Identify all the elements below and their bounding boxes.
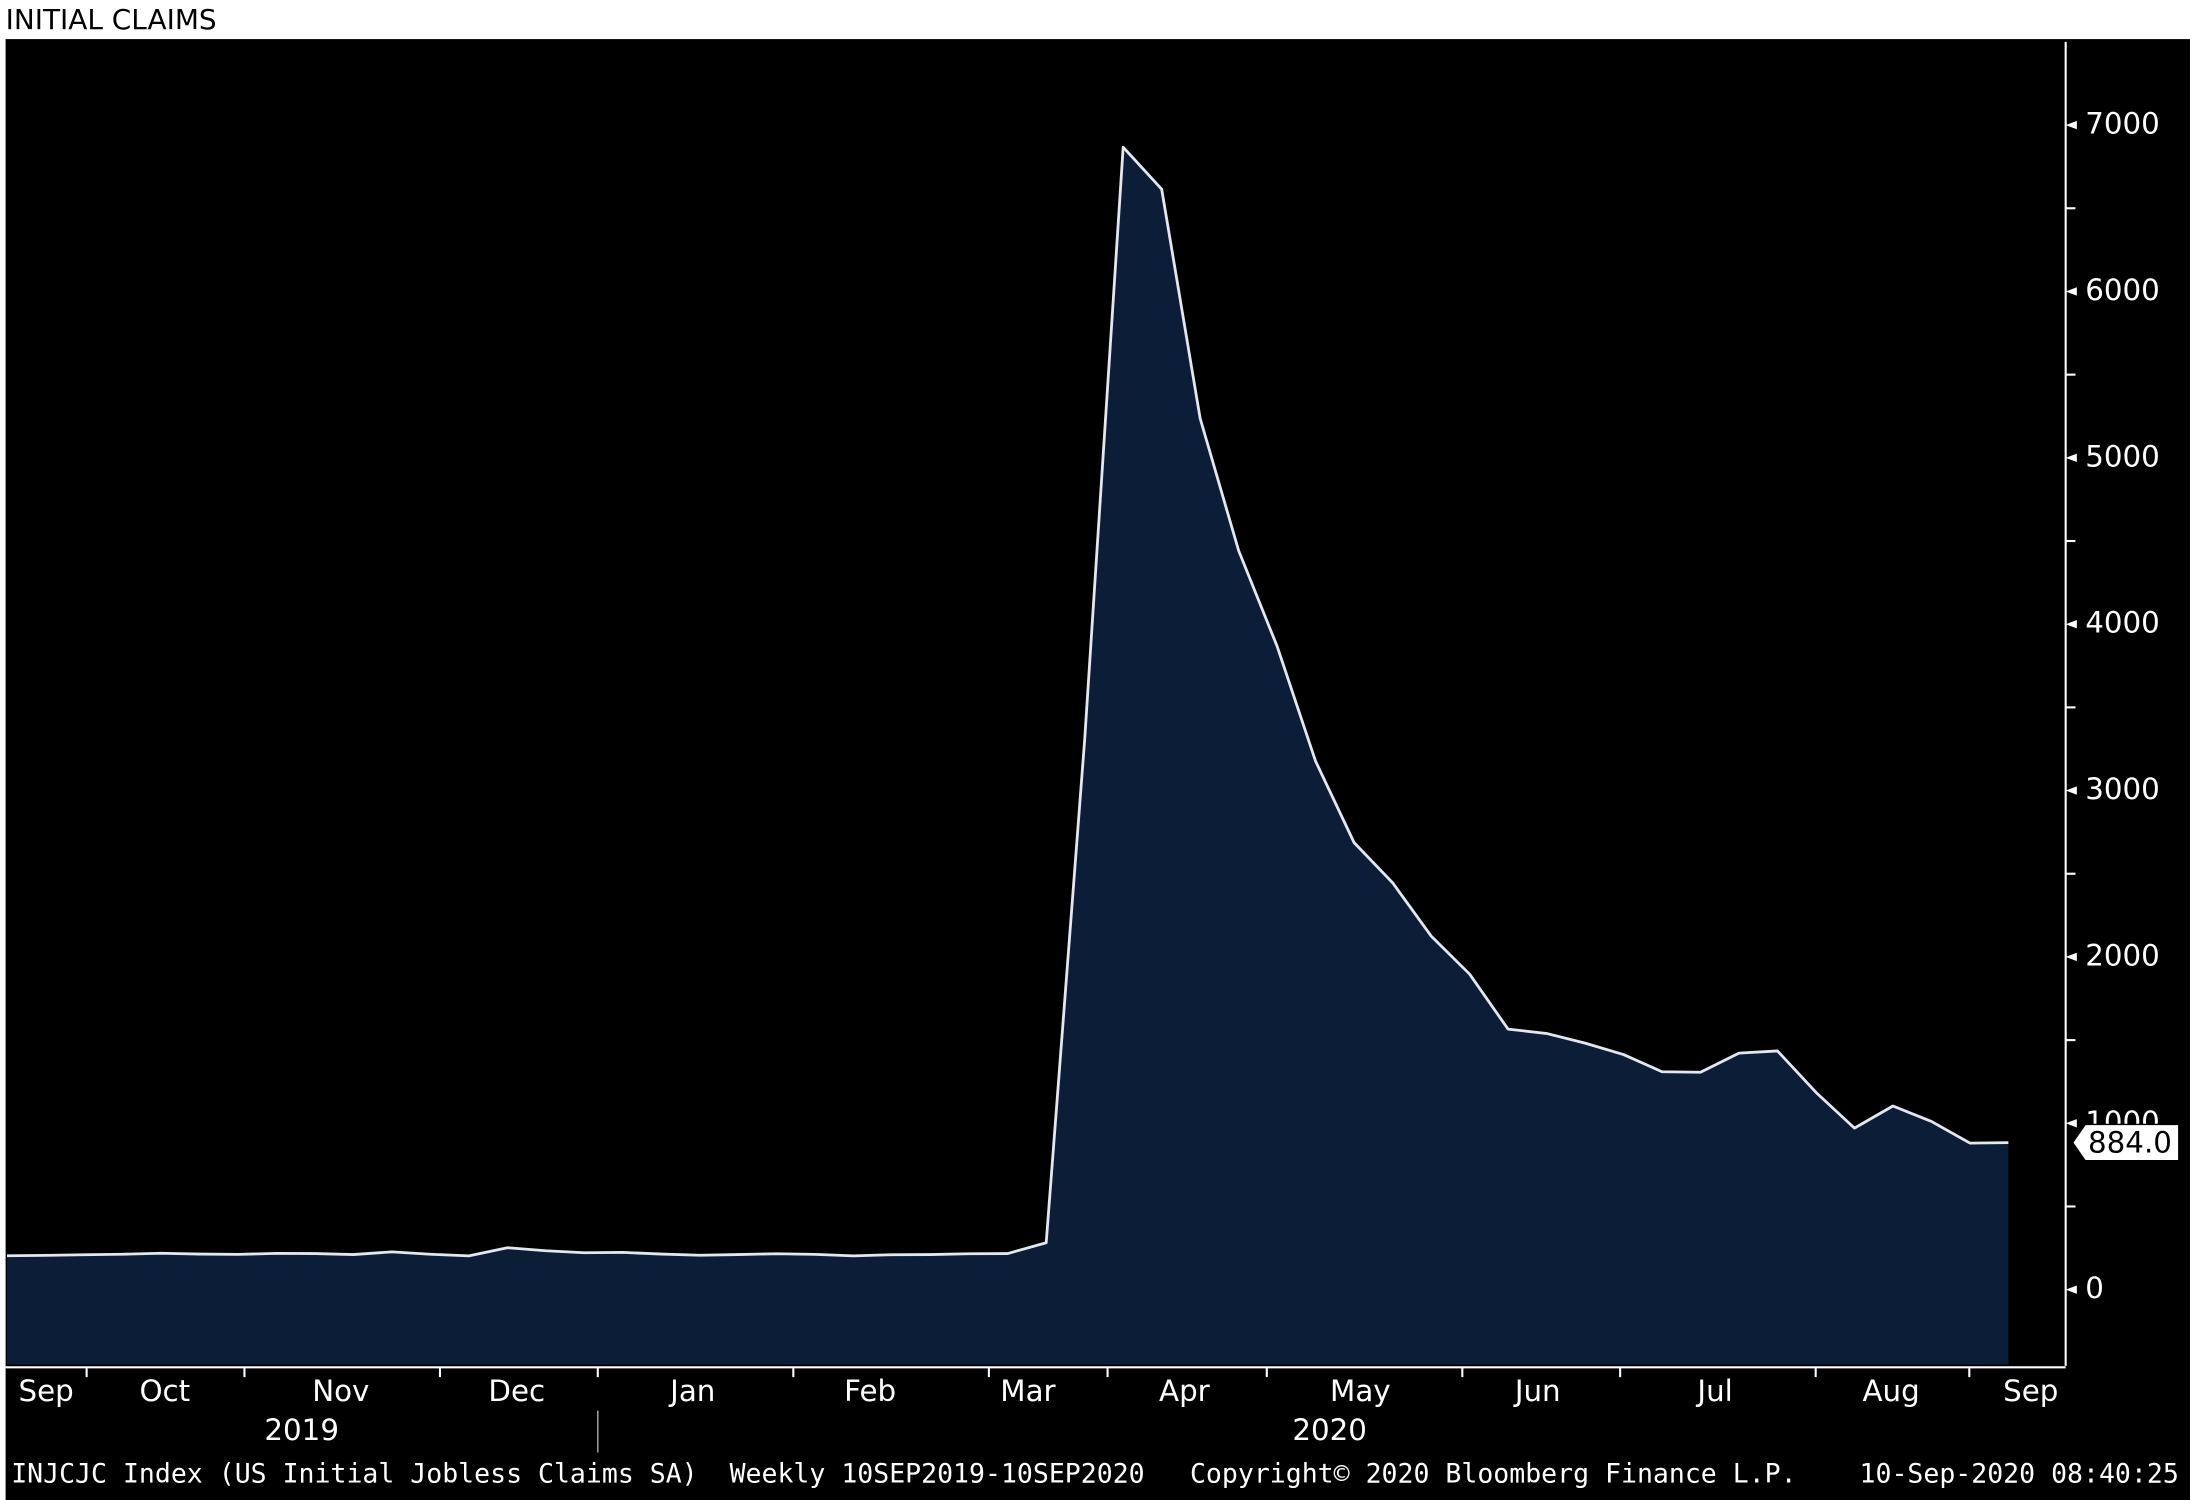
y-tick xyxy=(2065,287,2077,296)
y-tick-label: 0 xyxy=(2085,1271,2104,1305)
x-tick-label: Nov xyxy=(312,1374,369,1408)
x-tick-label: Aug xyxy=(1862,1374,1919,1408)
x-tick-label: May xyxy=(1330,1374,1391,1408)
x-tick-label: Feb xyxy=(844,1374,896,1408)
y-tick xyxy=(2065,120,2077,130)
last-value-label: 884.0 xyxy=(2088,1125,2172,1159)
y-tick xyxy=(2065,1285,2077,1294)
year-label: 2019 xyxy=(264,1413,339,1447)
chart-title: INITIAL CLAIMS xyxy=(6,3,217,36)
last-value-box xyxy=(2071,1123,2180,1162)
y-tick-label: 7000 xyxy=(2085,107,2160,141)
x-tick-label: Dec xyxy=(488,1374,545,1408)
x-tick-label: Jan xyxy=(668,1374,715,1408)
x-tick-label: Oct xyxy=(139,1374,190,1408)
y-tick-label: 2000 xyxy=(2085,938,2160,972)
y-tick xyxy=(2065,1119,2077,1128)
footer-series: INJCJC Index (US Initial Jobless Claims … xyxy=(11,1458,1144,1489)
y-tick-label: 6000 xyxy=(2085,273,2160,307)
y-tick-label: 4000 xyxy=(2085,606,2160,640)
area-fill xyxy=(7,147,2009,1365)
footer-copyright: Copyright© 2020 Bloomberg Finance L.P. xyxy=(1190,1458,1797,1489)
year-label: 2020 xyxy=(1292,1413,1367,1447)
y-tick xyxy=(2065,619,2077,629)
y-tick-label: 5000 xyxy=(2085,439,2160,473)
x-tick-label: Apr xyxy=(1159,1374,1211,1408)
x-tick-label: Mar xyxy=(1000,1374,1056,1408)
area-line xyxy=(6,145,2009,1258)
footer-timestamp: 10-Sep-2020 08:40:25 xyxy=(1860,1458,2179,1489)
y-tick xyxy=(2065,786,2077,795)
y-tick xyxy=(2065,952,2077,962)
x-tick-label: Sep xyxy=(18,1374,73,1408)
y-tick xyxy=(2065,453,2077,463)
x-tick-label: Jul xyxy=(1695,1374,1732,1408)
x-tick-label: Sep xyxy=(2003,1374,2058,1408)
x-tick-label: Jun xyxy=(1513,1374,1561,1408)
y-tick-label: 3000 xyxy=(2085,772,2160,806)
